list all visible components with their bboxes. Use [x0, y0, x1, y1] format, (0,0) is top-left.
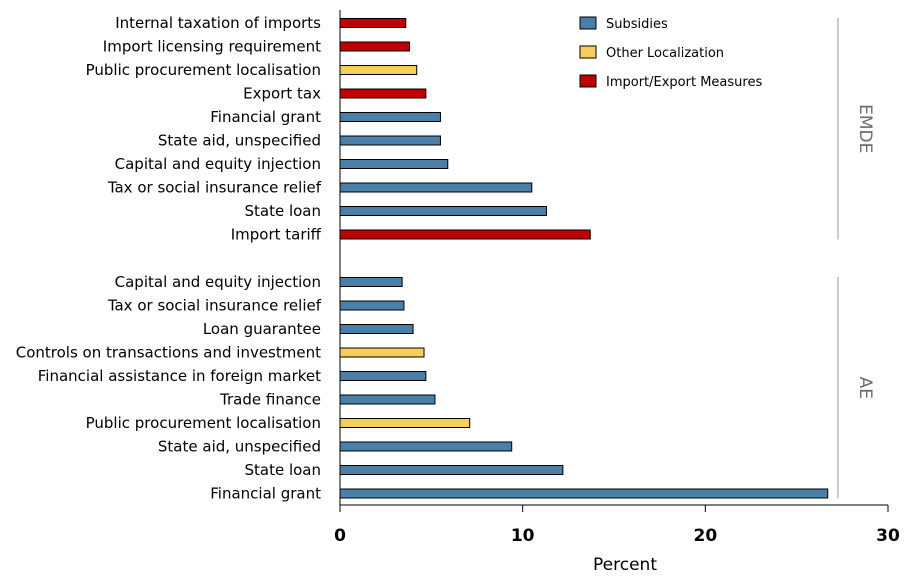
- legend-swatch-localization: [579, 45, 597, 59]
- category-label: Trade finance: [219, 391, 321, 409]
- bar-ae-9: [339, 488, 829, 499]
- bar-emde-2: [339, 65, 418, 75]
- legend-label-importexport: Import/Export Measures: [606, 75, 762, 90]
- bar-ae-4: [339, 371, 427, 381]
- bar-ae-3: [339, 347, 425, 358]
- category-label: Tax or social insurance relief: [107, 297, 322, 315]
- bars-layer: [339, 18, 829, 499]
- x-tick-label: 10: [511, 526, 535, 546]
- category-label: Financial grant: [210, 485, 321, 503]
- category-label: Public procurement localisation: [86, 61, 321, 79]
- legend: Subsidies Other Localization Import/Export…: [579, 16, 762, 90]
- category-label: Tax or social insurance relief: [107, 179, 322, 197]
- x-axis: 0 10 20 30: [334, 10, 900, 546]
- x-tick-label: 0: [334, 526, 346, 546]
- category-label: Export tax: [243, 85, 321, 103]
- legend-label-subsidies: Subsidies: [606, 17, 668, 32]
- category-labels-layer: Internal taxation of imports Import licen…: [16, 14, 322, 503]
- category-label: State loan: [244, 202, 321, 220]
- bar-emde-8: [339, 206, 547, 216]
- x-tick-label: 20: [693, 526, 717, 546]
- category-label: Controls on transactions and investment: [16, 344, 321, 362]
- x-tick-label: 30: [876, 526, 900, 546]
- category-label: Financial grant: [210, 108, 321, 126]
- legend-swatch-importexport: [579, 74, 597, 88]
- bar-ae-1: [339, 300, 405, 311]
- bar-emde-3: [339, 88, 427, 99]
- bar-ae-0: [339, 277, 403, 287]
- category-label: Internal taxation of imports: [115, 14, 321, 32]
- bar-emde-9: [339, 229, 591, 240]
- category-label: Import tariff: [231, 226, 322, 244]
- bar-emde-7: [339, 182, 533, 193]
- bar-emde-1: [339, 41, 410, 52]
- legend-swatch-subsidies: [579, 16, 597, 30]
- bar-ae-5: [339, 394, 436, 405]
- group-brackets: EMDE AE: [837, 18, 875, 499]
- category-label: Capital and equity injection: [115, 273, 321, 291]
- category-label: State aid, unspecified: [158, 132, 321, 150]
- bar-emde-5: [339, 135, 441, 146]
- category-label: State loan: [244, 461, 321, 479]
- bar-emde-0: [339, 18, 407, 28]
- bar-ae-2: [339, 324, 414, 334]
- legend-label-localization: Other Localization: [606, 46, 724, 61]
- bar-ae-6: [339, 418, 471, 428]
- bar-ae-7: [339, 441, 513, 452]
- bar-ae-8: [339, 465, 564, 475]
- group-label-ae: AE: [855, 377, 875, 399]
- group-label-emde: EMDE: [855, 104, 875, 153]
- bar-emde-4: [339, 112, 441, 122]
- category-label: Financial assistance in foreign market: [38, 367, 321, 385]
- category-label: Capital and equity injection: [115, 155, 321, 173]
- category-label: Import licensing requirement: [103, 38, 321, 56]
- bar-emde-6: [339, 159, 449, 169]
- category-label: Public procurement localisation: [86, 414, 321, 432]
- category-label: State aid, unspecified: [158, 438, 321, 456]
- category-label: Loan guarantee: [203, 320, 321, 338]
- x-axis-title: Percent: [593, 555, 657, 575]
